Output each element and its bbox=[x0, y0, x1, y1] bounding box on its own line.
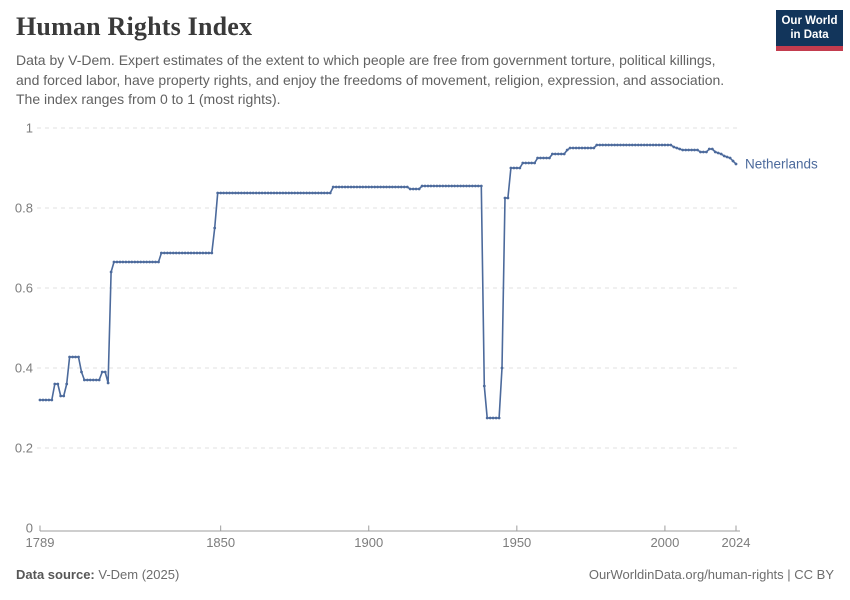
data-source-value: V-Dem (2025) bbox=[94, 567, 180, 582]
gridlines bbox=[37, 127, 740, 449]
svg-text:0.6: 0.6 bbox=[15, 281, 33, 296]
data-source-label: Data source: bbox=[16, 567, 95, 582]
svg-text:1850: 1850 bbox=[206, 535, 235, 550]
owid-logo-line2: in Data bbox=[790, 29, 829, 41]
svg-text:0.8: 0.8 bbox=[15, 201, 33, 216]
svg-text:0.4: 0.4 bbox=[15, 361, 33, 376]
footer-link[interactable]: OurWorldinData.org/human-rights | CC BY bbox=[588, 567, 834, 582]
series-points bbox=[38, 143, 738, 420]
svg-text:1: 1 bbox=[26, 121, 33, 136]
svg-text:0.2: 0.2 bbox=[15, 441, 33, 456]
y-axis-labels: 0 0.2 0.4 0.6 0.8 1 bbox=[15, 121, 33, 536]
series-line-netherlands bbox=[40, 144, 737, 419]
chart-header: Human Rights Index Data by V-Dem. Expert… bbox=[16, 12, 766, 110]
svg-text:1950: 1950 bbox=[502, 535, 531, 550]
x-axis-labels: 1789 1850 1900 1950 2000 2024 bbox=[26, 535, 751, 550]
owid-logo: Our World in Data bbox=[776, 10, 843, 51]
chart-subtitle: Data by V-Dem. Expert estimates of the e… bbox=[16, 52, 725, 108]
entity-label-netherlands: Netherlands bbox=[745, 157, 818, 172]
chart-footer: Data source: V-Dem (2025) OurWorldinData… bbox=[16, 567, 834, 582]
owid-logo-line1: Our World bbox=[781, 14, 838, 27]
svg-text:2000: 2000 bbox=[650, 535, 679, 550]
page-title: Human Rights Index bbox=[16, 12, 253, 41]
data-source: Data source: V-Dem (2025) bbox=[16, 567, 179, 582]
svg-text:1789: 1789 bbox=[26, 535, 55, 550]
svg-text:1900: 1900 bbox=[354, 535, 383, 550]
x-axis-ticks bbox=[39, 525, 737, 531]
svg-text:0: 0 bbox=[26, 521, 33, 536]
svg-text:2024: 2024 bbox=[722, 535, 751, 550]
